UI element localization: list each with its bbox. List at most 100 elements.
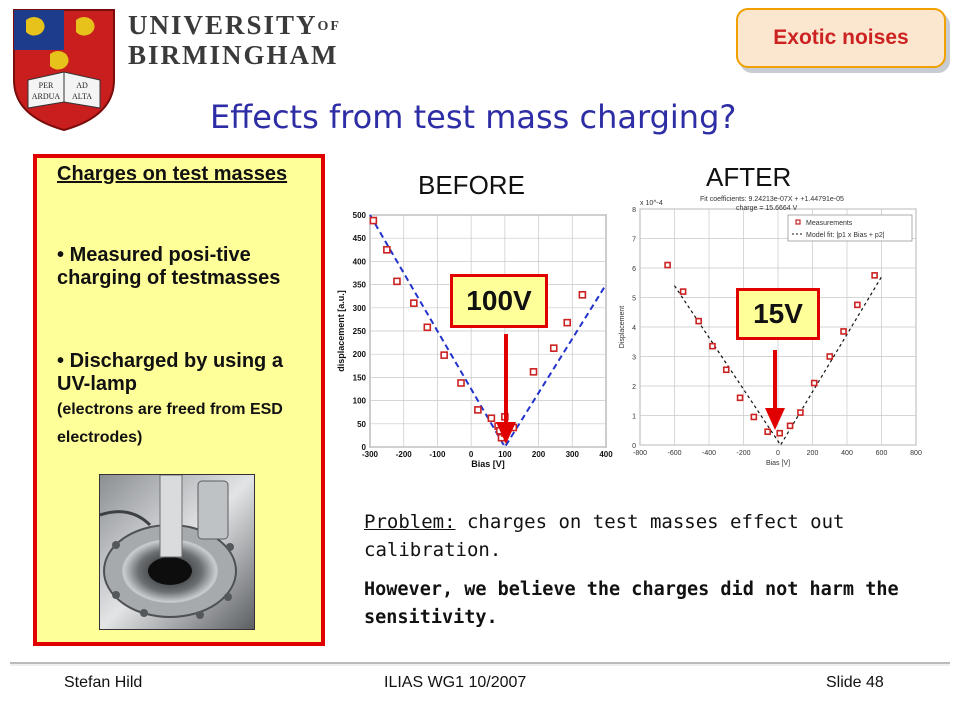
university-crest-logo: PER AD ARDUA ALTA — [13, 9, 115, 132]
data-point — [797, 409, 804, 416]
problem-statement: Problem: charges on test masses effect o… — [364, 508, 924, 564]
y-tick-label: 150 — [353, 373, 367, 382]
data-point — [664, 261, 671, 269]
bullet-1-text: Measured posi-tive charging of testmasse… — [57, 244, 281, 289]
y-tick-label: 200 — [353, 350, 367, 359]
problem-label: Problem: — [364, 511, 456, 533]
data-point — [578, 291, 587, 299]
data-point — [487, 414, 496, 423]
x-tick-label: -100 — [429, 450, 446, 459]
x-tick-label: 300 — [566, 450, 580, 459]
arrow-before — [496, 334, 516, 444]
data-point — [679, 288, 687, 295]
data-point — [440, 351, 448, 359]
legend-item-measurements: Measurements — [806, 220, 853, 227]
x-tick-label: 400 — [841, 450, 853, 457]
y-tick-label: 350 — [353, 281, 367, 290]
arrow-after — [765, 350, 785, 430]
fit-info-line-1: Fit coefficients: 9.24213e-07X + +1.4479… — [700, 196, 844, 203]
data-point — [722, 366, 730, 374]
x-tick-label: 200 — [807, 450, 819, 457]
bullet-measured-charging: • Measured posi-tive charging of testmas… — [57, 244, 281, 289]
x-tick-label: -600 — [667, 450, 681, 457]
caption-after: AFTER — [706, 162, 792, 192]
data-point — [736, 394, 744, 402]
x-axis-label: Bias [V] — [766, 460, 790, 467]
data-point — [776, 429, 784, 437]
crest-motto-4: ALTA — [72, 92, 92, 101]
y-tick-label: 500 — [353, 211, 367, 220]
data-point — [750, 413, 758, 421]
x-tick-label: -200 — [736, 450, 750, 457]
left-panel: Charges on test masses • Measured posi-t… — [33, 154, 325, 646]
data-point — [786, 422, 794, 430]
problem-body: charges on test masses effect out calibr… — [364, 511, 845, 561]
y-tick-label: 0 — [362, 443, 367, 452]
y-tick-label: 450 — [353, 234, 367, 243]
fit-info-line-2: charge = 15.6664 V — [736, 205, 798, 212]
data-point — [410, 299, 418, 307]
belief-statement: However, we believe the charges did not … — [364, 579, 899, 628]
university-of: OF — [317, 19, 341, 34]
legend-box — [787, 214, 913, 242]
y-tick-label: 100 — [353, 397, 367, 406]
y-tick-label: 0 — [632, 443, 636, 450]
chart-before: -300 -200 -100 0 100 200 300 400 0 50 100 150 200 250… — [336, 211, 613, 469]
y-axis-label: displacement [a.u.] — [336, 290, 346, 372]
y-tick-label: 300 — [353, 304, 367, 313]
legend-item-model-fit: Model fit: |p1 x Bias + p2| — [806, 232, 885, 239]
x-tick-label: 0 — [776, 450, 780, 457]
data-point — [369, 216, 378, 225]
data-point — [563, 318, 572, 327]
x-tick-label: -200 — [396, 450, 413, 459]
data-point — [695, 317, 702, 325]
y-tick-label: 250 — [353, 327, 367, 336]
y-axis-label: Displacement — [619, 306, 626, 348]
x-axis-label: Bias [V] — [471, 459, 505, 469]
x-tick-label: 100 — [498, 450, 512, 459]
data-point — [423, 323, 432, 332]
footer-event: ILIAS WG1 10/2007 — [384, 674, 527, 691]
university-name: UNIVERSITYOF BIRMINGHAM — [128, 10, 341, 70]
data-point — [826, 353, 834, 360]
voltage-box-before: 100V — [450, 274, 548, 328]
voltage-box-after: 15V — [736, 288, 820, 340]
data-point — [474, 406, 482, 414]
x-tick-label: -800 — [633, 450, 647, 457]
data-point — [549, 344, 558, 352]
y-tick-label: 2 — [632, 384, 636, 391]
footer-slide-number: Slide 48 — [826, 674, 884, 691]
legend-marker — [795, 219, 801, 225]
x-tick-label: 400 — [599, 450, 613, 459]
x-tick-label: 0 — [469, 450, 474, 459]
y-tick-label: 50 — [357, 420, 366, 429]
caption-before: BEFORE — [418, 170, 525, 200]
data-point — [840, 328, 847, 335]
data-point — [854, 301, 861, 309]
data-point — [764, 428, 771, 436]
data-point — [393, 277, 401, 286]
x-tick-label: -300 — [362, 450, 379, 459]
university-line-2: BIRMINGHAM — [128, 40, 339, 70]
data-point — [871, 272, 878, 279]
y-tick-label: 6 — [632, 266, 636, 273]
data-point — [810, 379, 818, 387]
data-point — [383, 245, 391, 254]
y-tick-label: 3 — [632, 355, 636, 362]
panel-heading: Charges on test masses — [57, 163, 288, 185]
y-tick-label: 1 — [632, 414, 636, 421]
x-tick-label: 600 — [876, 450, 888, 457]
crest-motto-2: AD — [76, 81, 88, 90]
footer-author: Stefan Hild — [64, 674, 143, 691]
x-tick-label: 800 — [910, 450, 922, 457]
y-tick-label: 5 — [632, 296, 636, 303]
data-point — [457, 379, 465, 387]
topic-badge: Exotic noises — [736, 8, 946, 68]
footer-divider — [10, 662, 950, 666]
x-tick-label: 200 — [532, 450, 546, 459]
data-point — [529, 368, 538, 376]
x-tick-label: -400 — [702, 450, 716, 457]
y-axis-exponent: x 10^-4 — [640, 200, 663, 207]
crest-motto-1: PER — [39, 81, 54, 90]
university-line-1: UNIVERSITY — [128, 10, 318, 40]
